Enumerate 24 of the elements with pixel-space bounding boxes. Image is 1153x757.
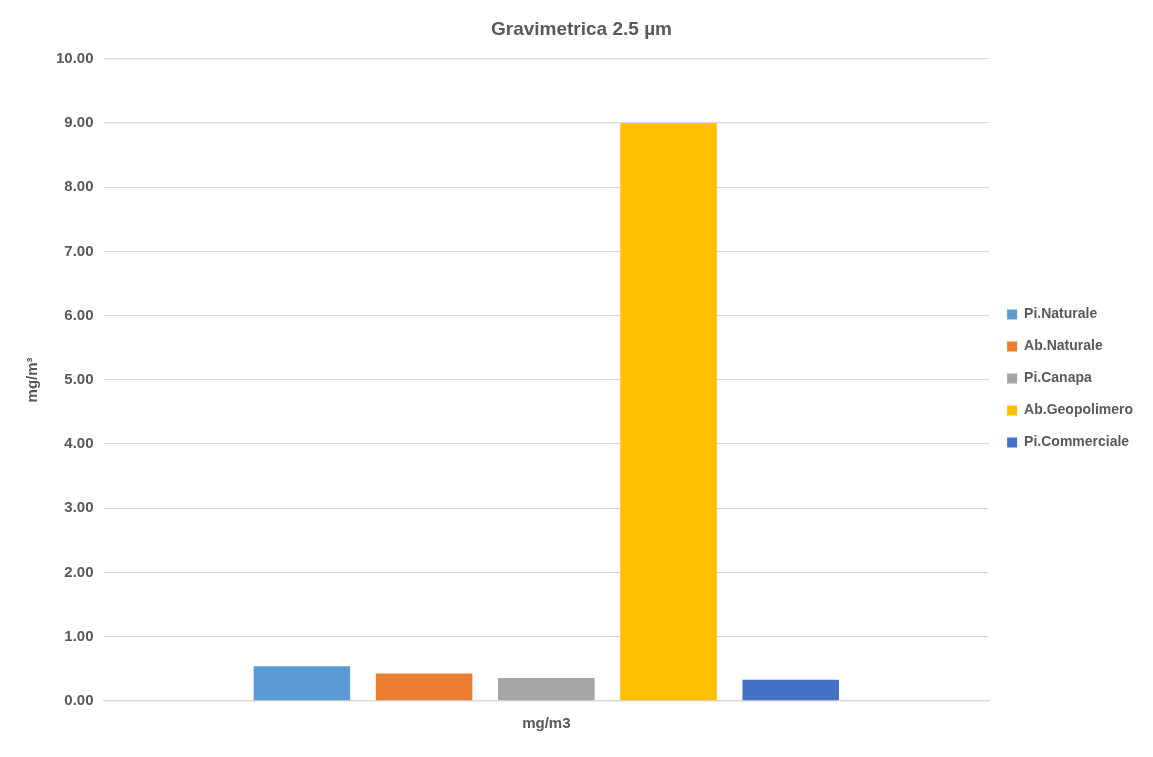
- legend-label: Pi.Canapa: [1024, 369, 1093, 386]
- bar: [375, 673, 473, 701]
- chart-title: Gravimetrica 2.5 µm: [491, 17, 672, 39]
- legend-label: Pi.Commerciale: [1024, 433, 1130, 450]
- y-axis-title: mg/m³: [23, 357, 41, 403]
- y-tick-label: 3.00: [64, 498, 94, 516]
- legend-label: Pi.Naturale: [1024, 305, 1098, 322]
- y-tick-label: 10.00: [55, 48, 94, 66]
- bar: [620, 123, 717, 701]
- y-tick-label: 0.00: [64, 691, 94, 709]
- y-tick-label: 1.00: [64, 626, 94, 644]
- y-tick-label: 2.00: [64, 562, 94, 580]
- bar: [253, 666, 351, 701]
- y-tick-label: 8.00: [64, 177, 94, 195]
- bar: [742, 679, 840, 701]
- x-tick-label: mg/m3: [522, 714, 571, 732]
- y-tick-label: 4.00: [64, 434, 94, 452]
- y-tick-label: 6.00: [64, 305, 94, 323]
- legend-label: Ab.Naturale: [1024, 337, 1103, 354]
- y-tick-label: 5.00: [64, 370, 94, 388]
- legend-label: Ab.Geopolimero: [1024, 401, 1134, 418]
- y-tick-label: 7.00: [64, 241, 94, 259]
- bar: [498, 677, 595, 701]
- y-tick-label: 9.00: [64, 113, 94, 131]
